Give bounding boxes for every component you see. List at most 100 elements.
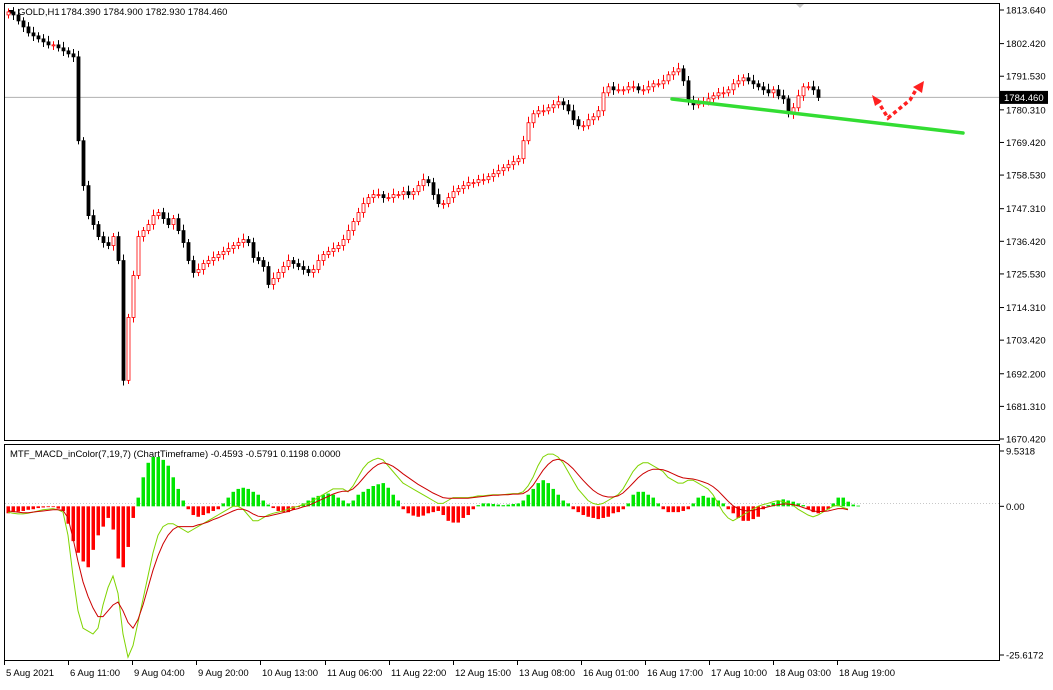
candle [816, 86, 821, 101]
histogram-bar [76, 506, 80, 553]
candle [606, 83, 611, 97]
candle [381, 191, 386, 203]
candle [456, 185, 461, 196]
histogram-bar [666, 506, 670, 513]
histogram-bar [476, 505, 480, 507]
histogram-bar [221, 503, 225, 507]
histogram-bar [111, 506, 115, 530]
candle [496, 164, 501, 178]
price-axis[interactable]: 1813.640 1802.420 1791.530 1780.310 1769.420… [999, 6, 1046, 446]
histogram-bar [191, 506, 195, 516]
histogram-bar [356, 494, 360, 507]
time-tick-label: 12 Aug 15:00 [455, 668, 511, 679]
candle [751, 74, 756, 89]
histogram-bar [321, 494, 325, 507]
candle [466, 176, 471, 190]
histogram-bar [616, 506, 620, 513]
histogram-bar [611, 506, 615, 514]
candle [286, 254, 291, 271]
candle [41, 34, 46, 47]
time-tick-label: 16 Aug 01:00 [583, 668, 639, 679]
candle [96, 220, 101, 241]
price-tick-label: 1692.200 [1006, 369, 1046, 380]
candle [711, 92, 716, 104]
candle [36, 32, 41, 43]
histogram-bar [801, 505, 805, 507]
histogram-bar [741, 506, 745, 521]
candle [646, 80, 651, 94]
time-tick-label: 13 Aug 08:00 [519, 668, 575, 679]
histogram-bar [201, 506, 205, 516]
histogram-bar [446, 506, 450, 521]
signal-line [7, 458, 849, 630]
histogram-bar [6, 506, 10, 514]
candle [731, 79, 736, 95]
histogram-bar [551, 488, 555, 507]
candle [621, 86, 626, 95]
candle [21, 17, 26, 32]
candle [16, 8, 21, 25]
histogram-bar [556, 494, 560, 507]
histogram-bar [496, 504, 500, 507]
candle [26, 22, 31, 37]
projection-arrow[interactable] [872, 81, 924, 121]
histogram-bar [376, 484, 380, 507]
candle [346, 224, 351, 244]
time-tick-label: 18 Aug 03:00 [775, 668, 831, 679]
histogram-bar [601, 506, 605, 518]
histogram-bar [511, 503, 515, 507]
histogram-bar [706, 497, 710, 507]
support-trendline[interactable] [670, 97, 965, 135]
candle [181, 224, 186, 248]
candle [581, 120, 586, 131]
candle [511, 155, 516, 170]
price-tick-label: 1791.530 [1006, 72, 1046, 83]
candle [681, 65, 686, 86]
time-axis[interactable]: 5 Aug 2021 6 Aug 11:00 9 Aug 04:00 9 Aug 20… [4, 661, 896, 679]
histogram-bar [481, 503, 485, 507]
histogram-bar [101, 506, 105, 527]
histogram-bar [471, 506, 475, 510]
indicator-tick-label: 0.00 [1006, 502, 1025, 513]
candle [516, 155, 521, 166]
candle [236, 237, 241, 250]
price-tick-label: 1802.420 [1006, 39, 1046, 50]
histogram-bar [181, 500, 185, 507]
histogram-bar [436, 506, 440, 511]
candle [6, 8, 11, 19]
candle [121, 254, 126, 386]
candle [331, 242, 336, 257]
candle [306, 265, 311, 277]
histogram-bar [456, 506, 460, 523]
histogram-bar [816, 506, 820, 514]
candle [191, 255, 196, 278]
candle [221, 246, 226, 260]
histogram-bar [626, 503, 630, 507]
histogram-bar [51, 506, 55, 508]
candle [776, 85, 781, 100]
histogram-bar [271, 506, 275, 509]
candle [251, 237, 256, 263]
histogram-bar [721, 503, 725, 507]
time-tick-label: 9 Aug 04:00 [134, 668, 185, 679]
candle [161, 207, 166, 224]
candle [526, 116, 531, 145]
histogram-bar [451, 506, 455, 523]
time-tick-label: 11 Aug 22:00 [391, 668, 446, 679]
candle [726, 86, 731, 97]
candle [721, 86, 726, 98]
histogram-bar [726, 506, 730, 510]
candle [781, 89, 786, 104]
candle [616, 83, 621, 94]
candle [556, 95, 561, 109]
candle [446, 192, 451, 208]
shift-marker-icon[interactable] [796, 4, 804, 8]
histogram-bar [251, 491, 255, 507]
candle [761, 82, 766, 95]
triangle-down-icon[interactable] [8, 10, 14, 14]
candle [641, 85, 646, 95]
candle [61, 41, 66, 56]
time-tick-label: 9 Aug 20:00 [198, 668, 249, 679]
histogram-bar [711, 497, 715, 507]
